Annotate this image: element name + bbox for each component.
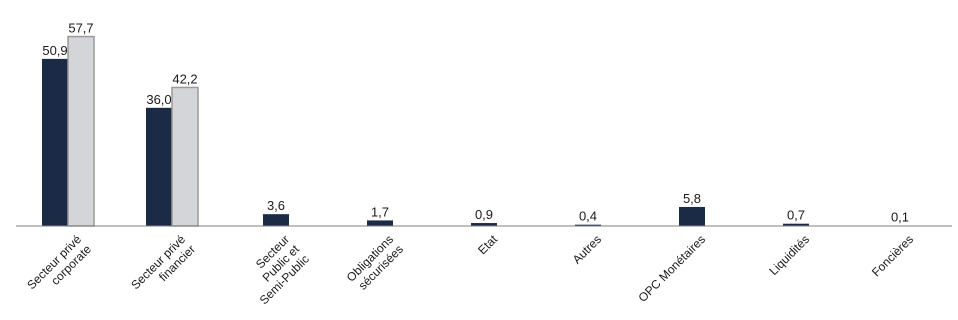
bar-series-2-cat-2 (171, 86, 199, 227)
bar-series-1-cat-6 (575, 224, 601, 226)
x-tick-label-line: OPC Monétaires (635, 232, 708, 305)
data-label: 0,7 (787, 208, 805, 223)
bar-series-1-cat-4 (367, 220, 393, 226)
data-label: 57,7 (68, 21, 93, 36)
x-tick-label: Autres (570, 232, 604, 266)
data-label: 5,8 (683, 191, 701, 206)
data-label: 0,9 (475, 207, 493, 222)
x-tick-label: Etat (475, 232, 500, 257)
data-label: 36,0 (146, 92, 171, 107)
value-labels-group: 50,957,7 36,042,2 3,6 1,7 0,9 0,4 5,8 0,7 0,1 (42, 21, 909, 225)
bar-series-1-cat-1 (42, 58, 68, 227)
data-label: 50,9 (42, 43, 67, 58)
x-tick-label: Foncières (869, 232, 916, 279)
x-tick-label-line: Liquidités (766, 232, 812, 278)
bar-series-2-cat-1 (67, 35, 95, 227)
x-tick-label: Obligationssécurisées (344, 232, 406, 294)
data-label: 1,7 (371, 204, 389, 219)
bars-group (42, 35, 913, 227)
x-tick-label: Secteur privécorporate (24, 232, 94, 302)
data-label: 3,6 (267, 198, 285, 213)
bar-series-1-cat-7 (679, 206, 705, 226)
x-tick-label-line: Etat (475, 232, 500, 257)
data-label: 42,2 (172, 71, 197, 86)
bar-series-1-cat-3 (263, 214, 289, 226)
x-tick-label: Liquidités (766, 232, 812, 278)
category-labels-group: Secteur privécorporate Secteur privéfinan… (24, 232, 916, 307)
bar-series-1-cat-8 (783, 223, 809, 226)
x-tick-label: OPC Monétaires (635, 232, 708, 305)
x-tick-label: Secteur privéfinancier (128, 232, 198, 302)
bar-series-1-cat-2 (146, 107, 172, 226)
bar-series-1-cat-5 (471, 223, 497, 226)
data-label: 0,4 (579, 209, 597, 224)
x-tick-label: SecteurPublic etSemi-Public (237, 232, 312, 307)
x-tick-label-line: Autres (570, 232, 604, 266)
data-label: 0,1 (891, 210, 909, 225)
x-tick-label-line: Foncières (869, 232, 916, 279)
